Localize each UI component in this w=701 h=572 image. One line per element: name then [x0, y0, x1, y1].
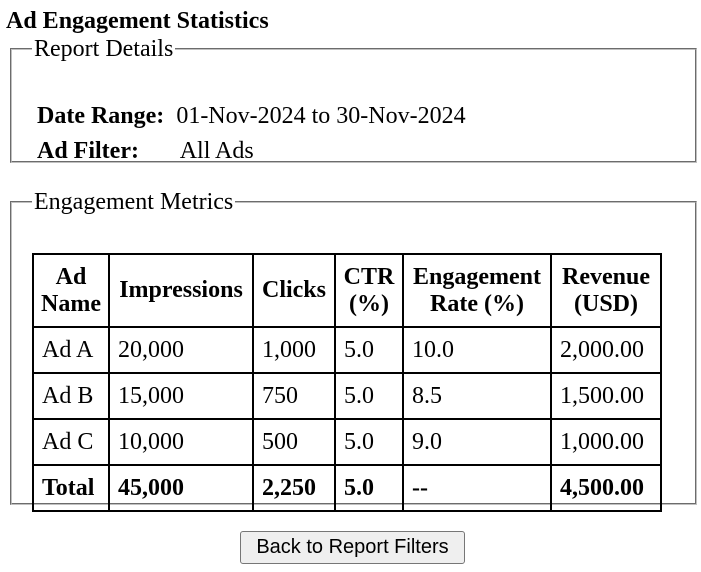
header-clicks: Clicks	[252, 253, 336, 328]
cell-engagement-rate: 10.0	[402, 326, 552, 374]
cell-ctr: 5.0	[334, 372, 404, 420]
total-clicks: 2,250	[252, 464, 336, 512]
table-header-row: Ad Name Impressions Clicks CTR (%) Engag…	[32, 253, 662, 328]
date-range-label: Date Range:	[37, 103, 165, 129]
header-ad-name: Ad Name	[32, 253, 110, 328]
cell-impressions: 15,000	[108, 372, 254, 420]
total-ad-name: Total	[32, 464, 110, 512]
cell-clicks: 1,000	[252, 326, 336, 374]
cell-ctr: 5.0	[334, 326, 404, 374]
header-ctr: CTR (%)	[334, 253, 404, 328]
engagement-metrics-table: Ad Name Impressions Clicks CTR (%) Engag…	[32, 253, 662, 512]
cell-revenue: 1,500.00	[550, 372, 662, 420]
date-range-value: 01-Nov-2024 to 30-Nov-2024	[176, 103, 466, 129]
cell-impressions: 10,000	[108, 418, 254, 466]
total-engagement-rate: --	[402, 464, 552, 512]
total-ctr: 5.0	[334, 464, 404, 512]
table-row: Ad A 20,000 1,000 5.0 10.0 2,000.00	[32, 326, 662, 374]
cell-clicks: 500	[252, 418, 336, 466]
header-impressions: Impressions	[108, 253, 254, 328]
cell-revenue: 1,000.00	[550, 418, 662, 466]
report-details-section: Report Details Date Range: 01-Nov-2024 t…	[10, 35, 697, 165]
cell-ad-name: Ad C	[32, 418, 110, 466]
table-total-row: Total 45,000 2,250 5.0 -- 4,500.00	[32, 464, 662, 512]
table-row: Ad C 10,000 500 5.0 9.0 1,000.00	[32, 418, 662, 466]
ad-filter-row: Ad Filter: All Ads	[37, 137, 254, 165]
header-engagement-rate: Engagement Rate (%)	[402, 253, 552, 328]
cell-ad-name: Ad A	[32, 326, 110, 374]
cell-engagement-rate: 8.5	[402, 372, 552, 420]
header-revenue: Revenue (USD)	[550, 253, 662, 328]
engagement-metrics-legend: Engagement Metrics	[34, 189, 234, 215]
engagement-metrics-section: Engagement Metrics Ad Name Impressions C…	[10, 188, 697, 512]
cell-revenue: 2,000.00	[550, 326, 662, 374]
report-details-legend: Report Details	[34, 36, 174, 62]
cell-ad-name: Ad B	[32, 372, 110, 420]
ad-filter-value: All Ads	[179, 138, 254, 164]
ad-filter-label: Ad Filter:	[37, 138, 139, 164]
cell-clicks: 750	[252, 372, 336, 420]
total-revenue: 4,500.00	[550, 464, 662, 512]
back-to-report-filters-button[interactable]: Back to Report Filters	[240, 531, 465, 564]
cell-engagement-rate: 9.0	[402, 418, 552, 466]
cell-impressions: 20,000	[108, 326, 254, 374]
table-row: Ad B 15,000 750 5.0 8.5 1,500.00	[32, 372, 662, 420]
page-title: Ad Engagement Statistics	[6, 8, 269, 34]
total-impressions: 45,000	[108, 464, 254, 512]
date-range-row: Date Range: 01-Nov-2024 to 30-Nov-2024	[37, 102, 466, 130]
cell-ctr: 5.0	[334, 418, 404, 466]
